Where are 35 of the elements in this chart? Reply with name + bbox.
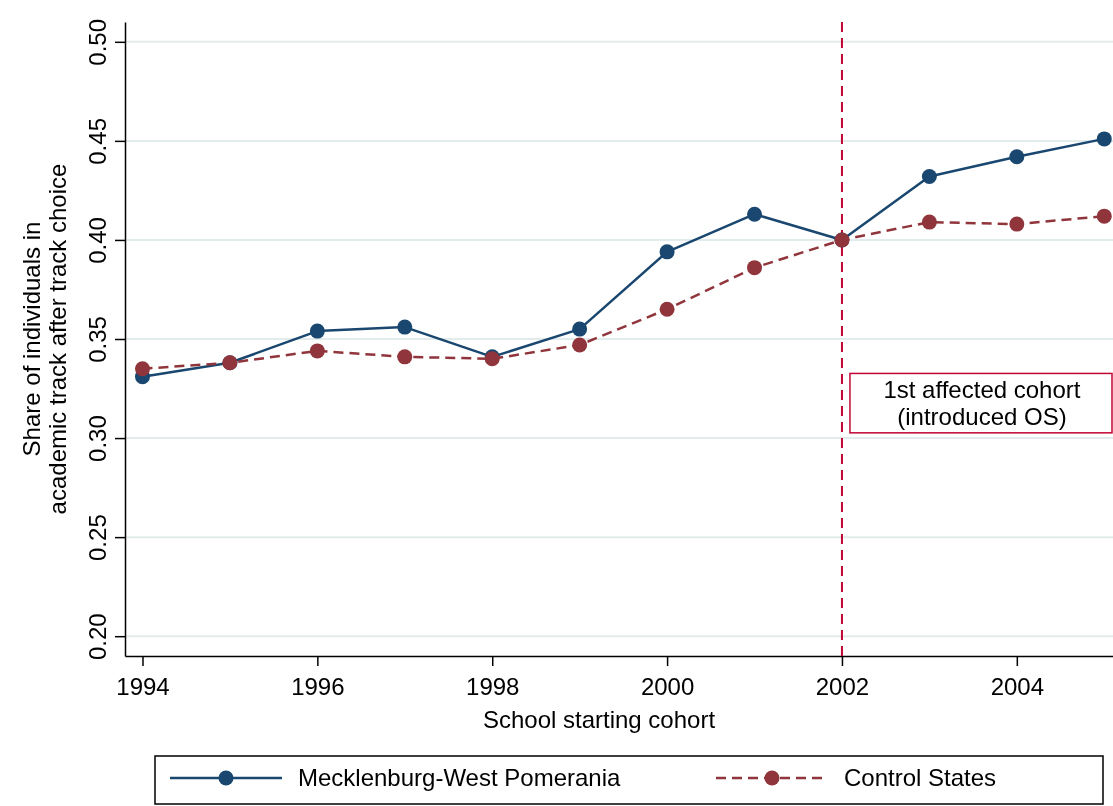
point (747, 260, 763, 276)
ref-line-label: 1st affected cohort (introduced OS) (883, 376, 1081, 430)
point (921, 169, 937, 185)
y-tick-label: 0.50 (84, 18, 112, 66)
point (921, 214, 937, 230)
point (659, 244, 675, 260)
legend-label: Control States (844, 764, 997, 791)
y-tick-label: 0.45 (84, 118, 112, 165)
y-tick-label: 0.35 (84, 316, 112, 363)
legend-label: Mecklenburg-West Pomerania (298, 764, 622, 791)
y-axis-title: Share of individuals in academic track after track choice (18, 163, 72, 515)
point (572, 337, 588, 353)
x-tick-label: 1998 (466, 673, 520, 701)
point (134, 361, 150, 377)
point (572, 321, 588, 337)
point (309, 343, 325, 359)
y-tick-label: 0.25 (84, 514, 112, 561)
point (309, 323, 325, 339)
x-tick-label: 1994 (116, 673, 170, 701)
x-tick-label: 2000 (640, 673, 695, 701)
point (397, 319, 413, 335)
y-tick-label: 0.40 (84, 217, 112, 264)
point (659, 301, 675, 317)
x-tick-label: 1996 (291, 673, 345, 701)
point (747, 206, 763, 222)
x-tick-label: 2004 (990, 673, 1045, 701)
point (1009, 216, 1025, 232)
point (1009, 149, 1025, 165)
point (1096, 131, 1112, 147)
y-tick-label: 0.20 (84, 613, 112, 661)
point (1096, 208, 1112, 224)
x-tick-label: 2002 (815, 673, 870, 701)
point (397, 349, 413, 365)
x-axis-title: School starting cohort (482, 706, 716, 733)
y-tick-label: 0.30 (84, 415, 112, 462)
